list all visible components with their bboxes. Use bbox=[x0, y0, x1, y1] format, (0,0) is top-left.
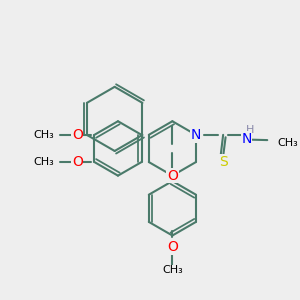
Text: N: N bbox=[241, 132, 252, 146]
Text: O: O bbox=[72, 155, 83, 169]
Text: CH₃: CH₃ bbox=[277, 138, 298, 148]
Text: S: S bbox=[219, 155, 227, 169]
Text: CH₃: CH₃ bbox=[33, 157, 54, 167]
Text: CH₃: CH₃ bbox=[162, 266, 183, 275]
Text: O: O bbox=[167, 169, 178, 183]
Text: H: H bbox=[246, 125, 254, 135]
Text: N: N bbox=[191, 128, 201, 142]
Text: CH₃: CH₃ bbox=[33, 130, 54, 140]
Text: O: O bbox=[72, 128, 83, 142]
Text: O: O bbox=[167, 240, 178, 254]
